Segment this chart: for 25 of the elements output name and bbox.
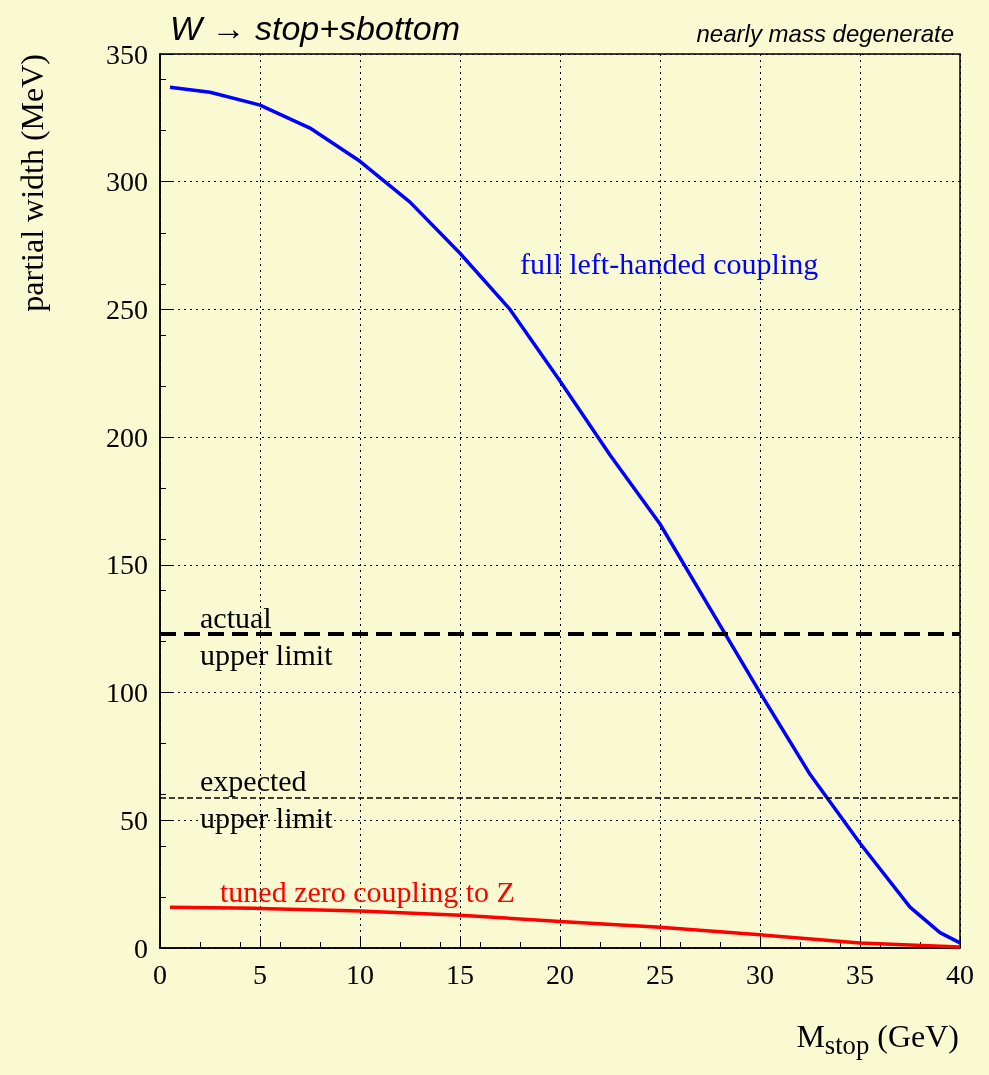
x-tick-label: 30 — [746, 958, 774, 990]
y-tick-label: 250 — [106, 293, 148, 325]
x-tick-label: 40 — [946, 958, 974, 990]
x-tick-label: 20 — [546, 958, 574, 990]
y-tick-label: 0 — [134, 932, 148, 964]
x-tick-label: 35 — [846, 958, 874, 990]
y-tick-label: 300 — [106, 166, 148, 198]
y-axis-title: partial width (MeV) — [14, 54, 50, 312]
x-axis-title: M$_{stop}$ (GeV) — [796, 1018, 959, 1062]
y-tick-label: 100 — [106, 677, 148, 709]
series-label: full left-handed coupling — [520, 246, 819, 280]
y-tick-label: 50 — [120, 804, 148, 836]
series-label: tuned zero coupling to Z — [220, 875, 515, 909]
y-tick-label: 150 — [106, 549, 148, 581]
y-tick-label: 350 — [106, 38, 148, 70]
x-tick-label: 5 — [253, 958, 267, 990]
ref-line-label: expected upper limit — [200, 764, 334, 835]
x-tick-label: 10 — [346, 958, 374, 990]
y-tick-label: 200 — [106, 421, 148, 453]
chart-title: W → stop+sbottom — [170, 9, 461, 47]
x-tick-label: 25 — [646, 958, 674, 990]
line-series — [168, 85, 962, 945]
chart-subtitle: nearly mass degenerate — [696, 19, 954, 47]
x-tick-label: 15 — [446, 958, 474, 990]
ref-line-label: actual upper limit — [200, 600, 334, 671]
